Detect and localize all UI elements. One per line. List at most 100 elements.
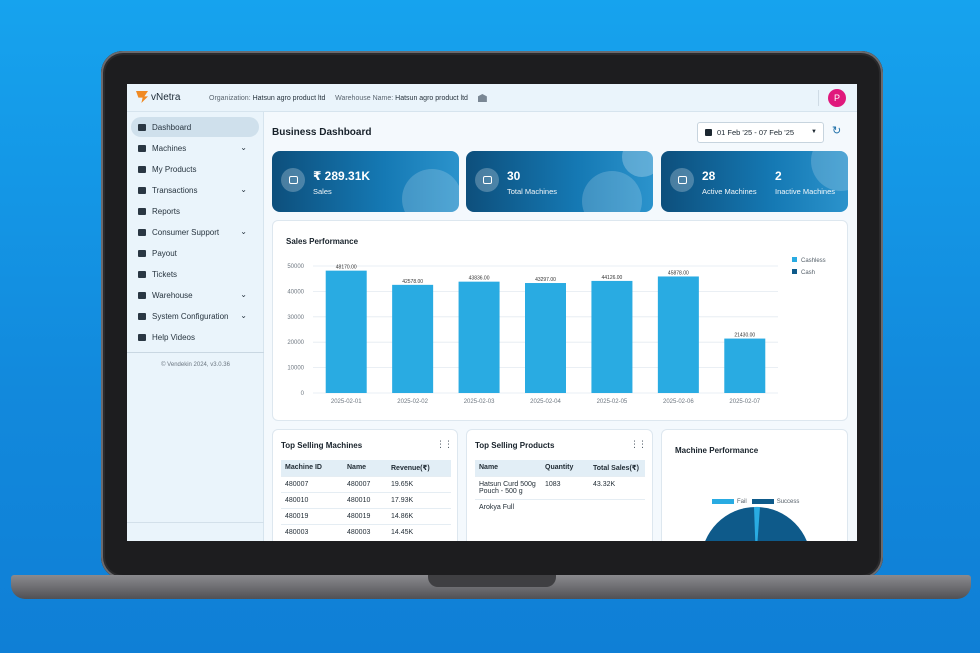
top-products-title: Top Selling Products — [475, 441, 555, 450]
machine-performance-pie — [705, 506, 807, 541]
column-header[interactable]: Total Sales(₹) — [589, 460, 645, 477]
sidebar-item-label: Warehouse — [152, 290, 193, 300]
bar-cashless[interactable] — [325, 270, 367, 393]
kpi-card-machine-status: 28 Active Machines 2 Inactive Machines — [661, 151, 848, 212]
chevron-down-icon[interactable]: ⌄ — [240, 143, 247, 152]
table-cell: 480003 — [343, 524, 387, 540]
tickets-icon — [138, 270, 146, 278]
table-cell: 14.45K — [387, 524, 451, 540]
sidebar-item-consumer-support[interactable]: Consumer Support ⌄ — [131, 222, 259, 242]
machine-performance-title: Machine Performance — [675, 446, 759, 455]
org-info: Organization: Hatsun agro product ltd Wa… — [209, 94, 487, 102]
chevron-down-icon[interactable]: ⌄ — [240, 185, 247, 194]
kpi-card-sales: ₹ 289.31K Sales — [272, 151, 459, 212]
sidebar-item-transactions[interactable]: Transactions ⌄ — [131, 180, 259, 200]
table-row[interactable]: 480019 480019 14.86K — [281, 508, 451, 525]
table-cell: 480007 — [281, 476, 343, 493]
refresh-icon[interactable]: ↻ — [832, 125, 842, 137]
warehouse-value: Hatsun agro product ltd — [395, 94, 468, 102]
sidebar-item-my-products[interactable]: My Products — [131, 159, 259, 179]
support-icon — [138, 228, 146, 236]
column-header[interactable]: Name — [343, 460, 387, 477]
sales-label: Sales — [313, 187, 332, 196]
chevron-down-icon[interactable]: ⌄ — [240, 311, 247, 320]
sidebar-divider — [127, 352, 264, 353]
legend-fail-swatch — [712, 499, 734, 504]
x-tick-label: 2025-02-05 — [597, 399, 628, 405]
org-label: Organization: — [209, 94, 251, 102]
column-header[interactable]: Name — [475, 460, 541, 477]
bar-cashless[interactable] — [392, 284, 434, 393]
table-cell: 480010 — [343, 492, 387, 509]
sidebar-item-label: Reports — [152, 206, 181, 216]
date-range-value: 01 Feb '25 - 07 Feb '25 — [717, 128, 795, 137]
warehouse-icon[interactable] — [477, 94, 487, 102]
top-products-table: Name Quantity Total Sales(₹) Hatsun Curd 50… — [475, 460, 645, 515]
legend-cashless-label: Cashless — [801, 258, 826, 264]
products-icon — [138, 165, 146, 173]
drag-handle-icon[interactable]: ⋮⋮ — [630, 439, 647, 449]
sidebar-item-payout[interactable]: Payout — [131, 243, 259, 263]
sidebar-item-tickets[interactable]: Tickets — [131, 264, 259, 284]
sidebar-item-dashboard[interactable]: Dashboard — [131, 117, 259, 137]
sidebar-item-label: My Products — [152, 164, 197, 174]
bar-cashless[interactable] — [591, 280, 633, 393]
y-tick-label: 20000 — [287, 340, 304, 346]
bar-cashless[interactable] — [525, 283, 566, 393]
x-tick-label: 2025-02-06 — [663, 399, 694, 405]
kpi-card-total-machines: 30 Total Machines — [466, 151, 653, 212]
table-row[interactable]: 480003 480003 14.45K — [281, 524, 451, 540]
chevron-down-icon[interactable]: ⌄ — [240, 290, 247, 299]
y-tick-label: 10000 — [287, 366, 304, 372]
sidebar-item-warehouse[interactable]: Warehouse ⌄ — [131, 285, 259, 305]
sidebar: Dashboard Machines ⌄ My Products Transaction… — [127, 112, 264, 541]
y-tick-label: 30000 — [287, 315, 304, 321]
bar-data-label: 44126.00 — [601, 275, 622, 281]
column-header[interactable]: Quantity — [541, 460, 589, 477]
table-cell: 17.93K — [387, 492, 451, 509]
bar-data-label: 43836.00 — [469, 276, 490, 282]
y-tick-label: 0 — [301, 391, 305, 397]
table-cell — [541, 499, 589, 515]
table-row[interactable]: 480007 480007 19.65K — [281, 476, 451, 493]
bar-cashless[interactable] — [657, 276, 699, 393]
laptop-notch — [428, 575, 556, 587]
user-avatar[interactable]: P — [828, 89, 846, 107]
sales-bag-icon — [281, 168, 305, 192]
y-tick-label: 40000 — [287, 289, 304, 295]
legend-success-swatch — [751, 499, 774, 504]
column-header[interactable]: Machine ID — [281, 460, 343, 477]
table-cell: 14.86K — [387, 508, 451, 525]
payout-icon — [138, 249, 146, 257]
inactive-machines-value: 2 — [775, 169, 782, 183]
sidebar-item-reports[interactable]: Reports — [131, 201, 259, 221]
sidebar-item-help-videos[interactable]: Help Videos — [131, 327, 259, 347]
bar-cashless[interactable] — [724, 338, 766, 393]
column-header[interactable]: Revenue(₹) — [387, 460, 451, 477]
sidebar-item-machines[interactable]: Machines ⌄ — [131, 138, 259, 158]
table-row[interactable]: 480010 480010 17.93K — [281, 492, 451, 509]
date-range-picker[interactable]: 01 Feb '25 - 07 Feb '25 ▼ — [697, 122, 824, 143]
sidebar-divider-bottom — [127, 522, 264, 523]
table-cell: 480003 — [281, 524, 343, 540]
reports-icon — [138, 207, 146, 215]
header-divider — [818, 90, 819, 106]
app-logo[interactable]: vNetra — [136, 91, 180, 103]
sidebar-item-label: Tickets — [152, 269, 178, 279]
table-cell — [589, 499, 645, 515]
bar-data-label: 21430.00 — [734, 333, 755, 339]
pie-slice-fail[interactable] — [754, 506, 760, 541]
sidebar-item-system-configuration[interactable]: System Configuration ⌄ — [131, 306, 259, 326]
table-row[interactable]: Hatsun Curd 500g Pouch - 500 g 1083 43.32K — [475, 476, 645, 500]
version-text: © Vendekin 2024, v3.0.36 — [161, 362, 230, 368]
table-row[interactable]: Arokya Full — [475, 499, 645, 515]
org-value: Hatsun agro product ltd — [252, 94, 326, 102]
bar-data-label: 45878.00 — [668, 270, 689, 276]
chevron-down-icon[interactable]: ⌄ — [240, 227, 247, 236]
decor-circle — [582, 171, 642, 212]
x-tick-label: 2025-02-02 — [397, 399, 428, 405]
warehouse-label: Warehouse Name: — [335, 94, 394, 102]
transactions-icon — [138, 186, 146, 194]
drag-handle-icon[interactable]: ⋮⋮ — [436, 439, 453, 449]
bar-cashless[interactable] — [458, 281, 500, 393]
